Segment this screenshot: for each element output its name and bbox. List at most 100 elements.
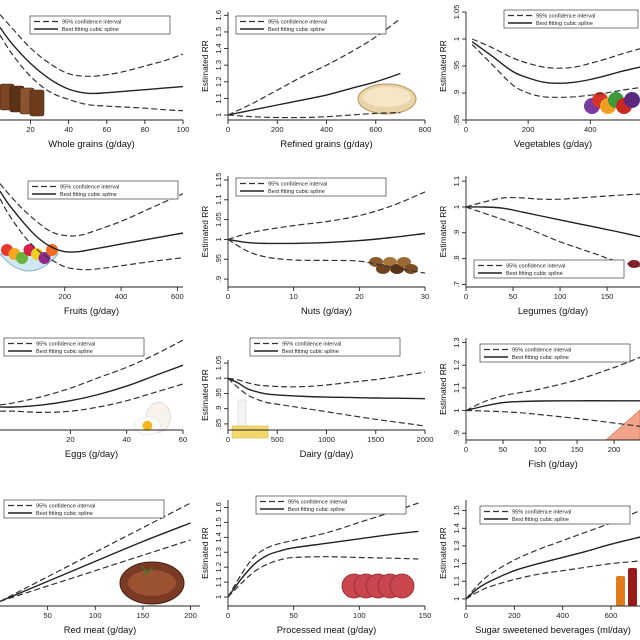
ci-upper-line	[227, 191, 426, 240]
x-axis-label: Dairy (g/day)	[300, 448, 354, 459]
x-tick-label: 0	[464, 445, 468, 454]
ci-upper-line	[465, 510, 640, 600]
chart-panel: 0 50 100 150 .7 .8 .9 1 1.1 Legumes (g/day) Estima…	[438, 176, 640, 316]
legend-label: Best fitting cubic spline	[536, 21, 593, 27]
y-tick-label: 1.15	[214, 173, 223, 188]
y-axis-label: Estimated RR	[200, 206, 210, 258]
salmon-illustration	[604, 409, 640, 441]
legend-label: Best fitting cubic spline	[36, 511, 93, 517]
spline-line	[0, 190, 184, 253]
x-tick-label: 400	[584, 125, 597, 134]
y-axis-label: Estimated RR	[200, 40, 210, 92]
spline-line	[227, 232, 426, 245]
y-tick-label: 1	[214, 376, 223, 380]
legend-label: 95% confidence interval	[60, 185, 119, 191]
y-axis-label: Estimated RR	[438, 40, 448, 92]
legend-box	[235, 177, 387, 197]
x-tick-label: 40	[64, 125, 72, 134]
y-axis-label: Estimated RR	[438, 206, 448, 258]
chart-panel: 20 40 60 80 100 Whole grains (g/day) 95% confi…	[0, 14, 189, 149]
fruit-bowl-illustration	[0, 244, 60, 272]
x-axis-label: Vegetables (g/day)	[514, 138, 592, 149]
y-axis-label: Estimated RR	[200, 527, 210, 579]
ci-lower-line	[227, 238, 426, 274]
bread-loaf-illustration	[357, 83, 417, 115]
x-tick-label: 1500	[367, 435, 384, 444]
x-tick-label: 100	[353, 611, 366, 620]
legend-box	[479, 505, 631, 525]
y-tick-label: 1.05	[214, 356, 223, 371]
vegetables-illustration	[584, 92, 640, 114]
y-tick-label: 1	[452, 205, 461, 209]
ci-lower-line	[0, 383, 184, 414]
x-axis-label: Refined grains (g/day)	[280, 138, 372, 149]
y-tick-label: 1.1	[452, 176, 461, 187]
ci-lower-line	[465, 206, 640, 267]
y-tick-label: 1.5	[214, 27, 223, 38]
y-tick-label: 1.05	[214, 212, 223, 227]
legend-label: 95% confidence interval	[512, 510, 571, 516]
y-tick-label: 1.4	[214, 532, 223, 543]
ci-upper-line	[471, 38, 640, 69]
y-tick-label: 1	[452, 408, 461, 412]
y-tick-label: .9	[452, 90, 461, 96]
x-tick-label: 1000	[318, 435, 335, 444]
dairy-illustration	[231, 399, 269, 439]
x-tick-label: 600	[171, 292, 184, 301]
spline-line	[465, 206, 640, 238]
x-tick-label: 100	[554, 292, 567, 301]
y-tick-label: .8	[452, 255, 461, 261]
y-tick-label: .85	[214, 419, 223, 430]
soda-illustration	[616, 568, 637, 606]
spline-line	[471, 41, 640, 85]
legend-label: Best fitting cubic spline	[268, 189, 325, 195]
x-tick-label: 0	[464, 611, 468, 620]
x-tick-label: 200	[184, 611, 197, 620]
chart-panel: 0 10 20 30 .9 .95 1 1.05 1.1 1.15 Nuts (g/day) Esti…	[200, 173, 429, 316]
x-axis-label: Fish (g/day)	[528, 458, 578, 469]
legend-box	[27, 180, 179, 200]
x-tick-label: 20	[66, 435, 74, 444]
x-tick-label: 10	[289, 292, 297, 301]
legend-label: Best fitting cubic spline	[268, 27, 325, 33]
spline-line	[227, 530, 419, 598]
x-tick-label: 200	[271, 125, 284, 134]
x-tick-label: 200	[508, 611, 521, 620]
legend-label: Best fitting cubic spline	[512, 355, 569, 361]
y-tick-label: 1.2	[452, 558, 461, 569]
x-tick-label: 20	[355, 292, 363, 301]
x-tick-label: 2000	[417, 435, 434, 444]
x-tick-label: 0	[226, 292, 230, 301]
x-tick-label: 800	[419, 125, 432, 134]
x-tick-label: 0	[226, 125, 230, 134]
legend-label: Best fitting cubic spline	[36, 349, 93, 355]
ci-lower-line	[465, 560, 640, 600]
x-tick-label: 20	[26, 125, 34, 134]
ci-upper-line	[227, 371, 426, 388]
legend-label: 95% confidence interval	[506, 264, 565, 270]
y-tick-label: 1.2	[452, 360, 461, 371]
legend-label: 95% confidence interval	[288, 500, 347, 506]
legend-label: 95% confidence interval	[268, 20, 327, 26]
y-tick-label: .95	[214, 254, 223, 265]
ci-upper-line	[465, 193, 640, 208]
ci-lower-line	[227, 377, 426, 427]
spline-line	[0, 522, 191, 603]
spline-line	[227, 72, 401, 116]
y-tick-label: .9	[214, 406, 223, 412]
legend-label: 95% confidence interval	[36, 504, 95, 510]
chart-panel: 0 50 100 150 1 1.1 1.2 1.3 1.4 1.5 1.6 Processed me…	[200, 495, 431, 635]
legend-box	[479, 343, 631, 363]
x-axis-label: Whole grains (g/day)	[48, 138, 135, 149]
spline-line	[465, 400, 640, 412]
x-tick-label: 500	[271, 435, 284, 444]
chart-panel: 0 200 400 600 800 1 1.1 1.2 1.3 1.4 1.5 1.6 Refined …	[200, 10, 431, 149]
x-tick-label: 50	[289, 611, 297, 620]
legend-label: Best fitting cubic spline	[60, 192, 117, 198]
y-tick-label: 1.6	[214, 10, 223, 21]
